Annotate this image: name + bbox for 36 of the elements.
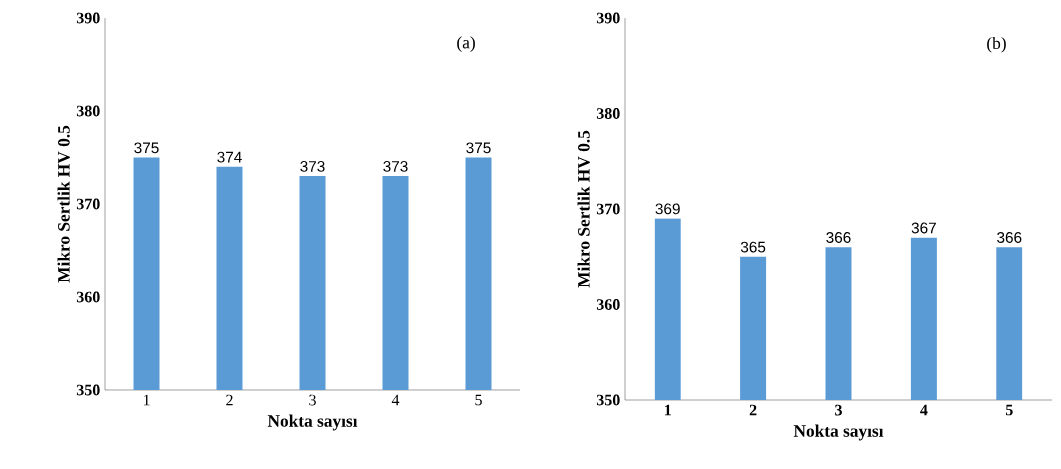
x-tick-label: 1: [664, 404, 671, 416]
x-tick-label: 5: [1005, 404, 1013, 416]
y-tick-label: 360: [76, 291, 100, 303]
y-tick-label: 390: [76, 12, 100, 24]
data-label: 366: [826, 232, 851, 243]
data-label: 375: [466, 142, 491, 154]
data-label: 373: [383, 160, 408, 172]
x-axis-title: Nokta sayısı: [267, 414, 358, 431]
x-tick-label: 3: [835, 404, 842, 416]
x-tick-label: 4: [391, 394, 400, 406]
data-label: 373: [300, 160, 325, 172]
y-tick-label: 350: [596, 394, 620, 406]
y-tick-label: 350: [76, 384, 100, 396]
data-label: 367: [911, 222, 936, 234]
y-tick-label: 370: [596, 203, 620, 215]
data-label: 375: [134, 142, 159, 154]
annotation: (b): [987, 36, 1006, 53]
y-tick-label: 370: [76, 198, 100, 210]
x-tick-label: 5: [475, 394, 482, 406]
x-tick-label: 1: [143, 394, 150, 406]
data-label: 374: [217, 151, 242, 163]
y-tick-label: 380: [76, 105, 100, 117]
y-tick-label: 390: [596, 12, 620, 24]
x-tick-label: 2: [749, 404, 757, 416]
annotation: (a): [457, 36, 475, 52]
data-label: 369: [655, 203, 680, 215]
x-tick-label: 4: [920, 404, 928, 416]
data-label: 365: [740, 241, 766, 253]
y-axis-title: Mikro Sertlik HV 0.5: [577, 130, 590, 288]
y-tick-label: 380: [596, 108, 620, 119]
x-tick-label: 3: [309, 394, 316, 406]
y-tick-label: 360: [596, 299, 620, 310]
x-axis-title: Nokta sayısı: [793, 424, 884, 441]
data-label: 366: [997, 232, 1022, 243]
x-tick-label: 2: [226, 394, 233, 406]
y-axis-title: Mikro Sertlik HV 0.5: [57, 125, 70, 283]
